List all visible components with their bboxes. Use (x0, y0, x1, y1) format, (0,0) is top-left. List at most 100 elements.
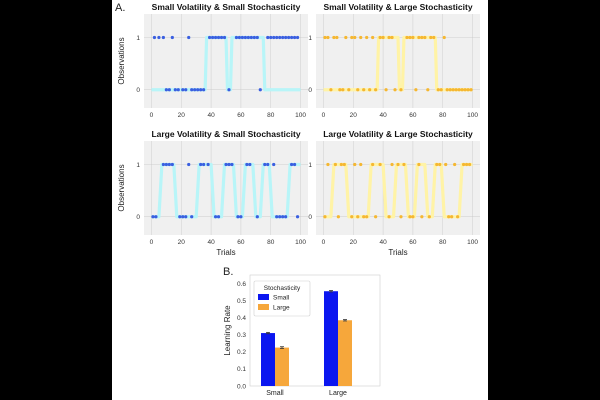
panel-b-label: B. (223, 266, 233, 278)
panel-sl: Small Volatility & Large Stochasticity 0 2… (308, 2, 480, 119)
observation-point (213, 215, 218, 219)
observation-point (356, 215, 360, 219)
observation-point (236, 215, 240, 219)
observation-point (417, 162, 421, 167)
observation-point (323, 215, 327, 219)
observation-point (219, 35, 224, 40)
legend-label: Small (273, 295, 290, 302)
y-tick-label: 0.0 (237, 383, 246, 390)
observation-point (216, 215, 221, 219)
y-tick-label: 0 (136, 214, 140, 221)
observation-point (246, 35, 250, 40)
observation-point (176, 88, 180, 92)
observation-point (467, 162, 472, 167)
observation-point (170, 162, 174, 167)
observation-point (239, 215, 243, 219)
observation-point (450, 215, 454, 219)
x-tick-label: 100 (467, 112, 478, 119)
observation-point (359, 35, 363, 40)
observation-point (295, 35, 300, 40)
latent-state-line (151, 162, 301, 219)
observation-point (338, 88, 342, 92)
observation-point (432, 35, 436, 40)
observation-point (287, 35, 291, 40)
figure: A. B. Small Volatility & Small Stochasti… (112, 0, 488, 400)
x-tick-label: 80 (439, 239, 447, 246)
observation-point (427, 215, 431, 219)
observation-point (390, 35, 394, 40)
observation-point (396, 162, 400, 167)
observation-point (439, 88, 443, 92)
observation-point (342, 162, 346, 167)
panel-learning-rate: 0.0 0.1 0.2 0.3 0.4 0.5 0.6 Small Large Learning … (223, 274, 381, 397)
observation-point (417, 35, 421, 40)
observation-point (399, 88, 403, 92)
observation-point (374, 88, 378, 92)
observation-point (451, 88, 455, 92)
observation-point (157, 35, 161, 40)
observation-point (161, 35, 165, 40)
y-tick-label: 1 (308, 35, 312, 42)
legend-label: Large (273, 305, 290, 312)
x-tick-label: 0 (322, 112, 326, 119)
x-tick-label: 80 (439, 112, 447, 119)
observation-point (378, 35, 382, 40)
panel-title: Large Volatility & Large Stochasticity (323, 129, 473, 139)
observation-point (266, 162, 270, 167)
x-tick-label: 40 (207, 112, 215, 119)
panel-title: Small Volatility & Small Stochasticity (152, 2, 301, 12)
observation-point (381, 35, 385, 40)
observation-point (240, 35, 244, 40)
legend: Stochasticity Small Large (253, 280, 311, 317)
observation-point (222, 35, 227, 40)
observation-point (284, 215, 288, 219)
observation-point (333, 162, 337, 167)
observation-point (167, 88, 171, 92)
legend-swatch (258, 304, 269, 310)
observation-point (405, 35, 409, 40)
observation-point (193, 88, 197, 92)
observation-point (269, 35, 273, 40)
observation-point (463, 88, 467, 92)
observation-point (181, 215, 185, 219)
x-tick-label: 40 (379, 239, 387, 246)
observation-point (243, 35, 247, 40)
observation-point (326, 162, 330, 167)
observation-point (362, 215, 366, 219)
observation-point (213, 35, 218, 40)
observation-point (275, 215, 279, 219)
x-tick-label: Small (266, 390, 284, 397)
plot-area (316, 141, 480, 235)
bar-small-small (261, 333, 275, 386)
observation-point (252, 35, 256, 40)
observation-point (374, 215, 378, 219)
observation-point (224, 162, 228, 167)
y-tick-label: 0.2 (237, 349, 246, 356)
observation-point (181, 88, 185, 92)
observation-point (151, 215, 155, 219)
legend-title: Stochasticity (264, 285, 301, 292)
y-axis-label: Observations (117, 164, 126, 211)
y-tick-label: 1 (136, 162, 140, 169)
y-axis-label: Learning Rate (223, 305, 232, 356)
observation-point (408, 35, 412, 40)
x-tick-label: 20 (178, 112, 186, 119)
observation-point (371, 162, 375, 167)
observation-point (164, 88, 168, 92)
x-tick-label: 100 (295, 112, 306, 119)
latent-state-line (323, 162, 473, 219)
y-tick-label: 0.4 (237, 315, 246, 322)
observation-point (436, 88, 440, 92)
observation-point (359, 162, 363, 167)
observation-point (339, 162, 343, 167)
observation-point (454, 88, 458, 92)
observation-point (275, 35, 279, 40)
observation-point (353, 35, 357, 40)
y-tick-label: 0 (308, 87, 312, 94)
observation-point (249, 35, 253, 40)
figure-svg: A. B. Small Volatility & Small Stochasti… (115, 2, 480, 397)
x-tick-label: 80 (267, 239, 275, 246)
observation-point (255, 35, 259, 40)
observation-point (173, 88, 177, 92)
panel-ll: Large Volatility & Large Stochasticity 0 2… (308, 129, 480, 246)
